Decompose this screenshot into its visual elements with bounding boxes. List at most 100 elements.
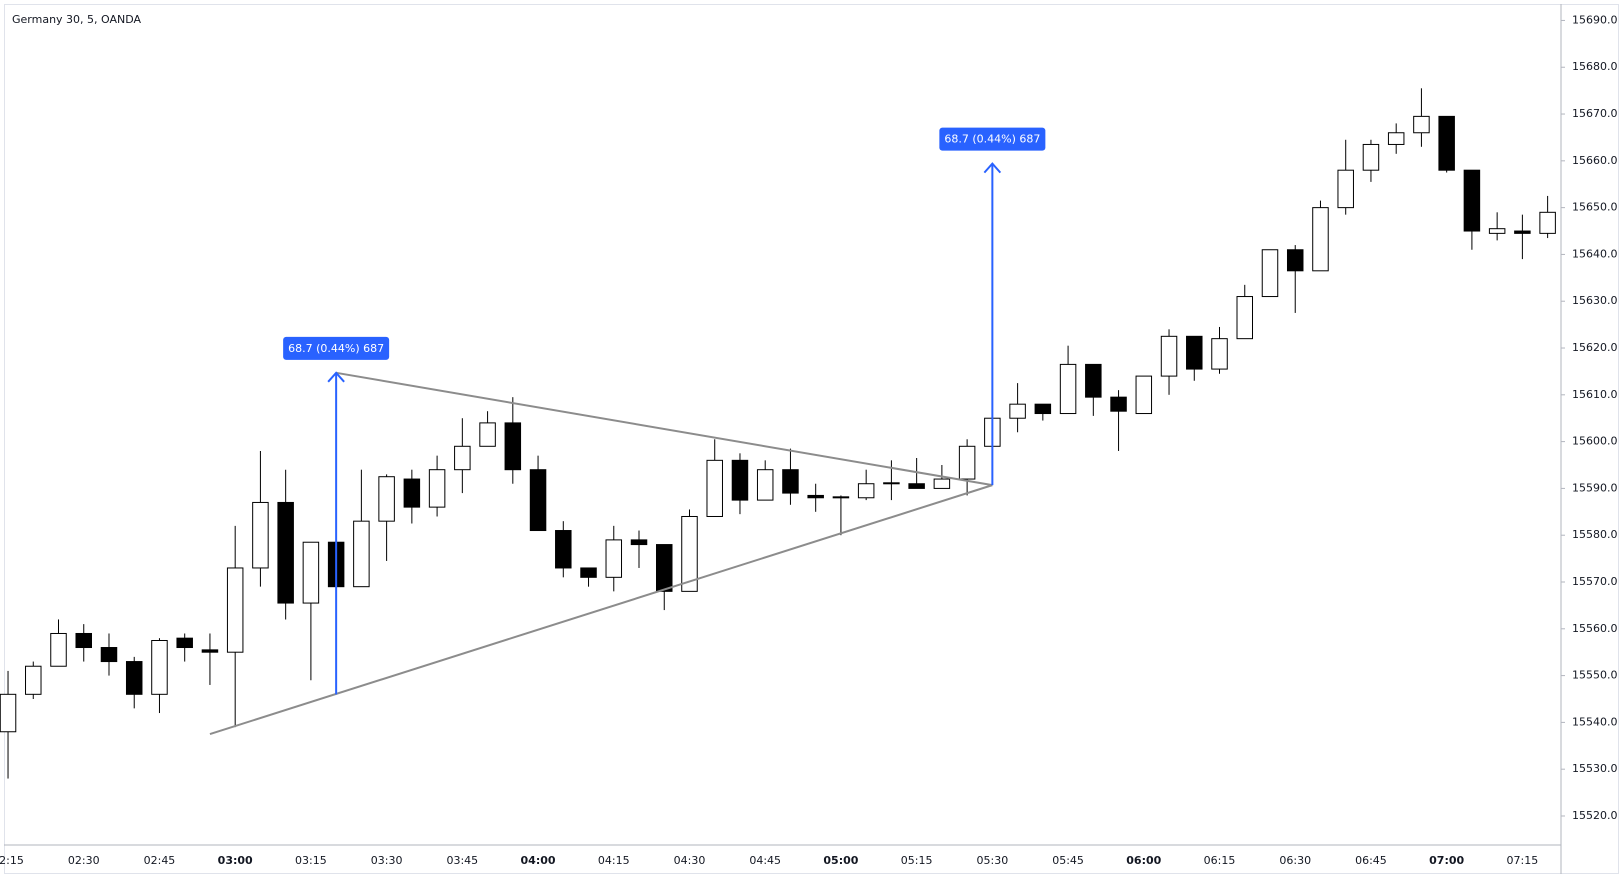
candle-body: [353, 520, 370, 588]
frame: [4, 4, 1619, 874]
y-tick-label: 15530.0: [1572, 762, 1618, 775]
y-tick-label: 15630.0: [1572, 294, 1618, 307]
candle-body: [403, 478, 421, 508]
candle-body: [277, 501, 294, 604]
candle-body: [25, 665, 42, 695]
candle-body: [504, 422, 522, 471]
trendline: [335, 371, 993, 487]
candle-body: [428, 469, 446, 508]
x-tick-label: 03:15: [295, 854, 327, 867]
x-tick-label: 06:45: [1355, 854, 1387, 867]
candle-body: [0, 693, 17, 733]
candle-body: [302, 541, 320, 604]
measure-label: 68.7 (0.44%) 687: [944, 133, 1040, 146]
candle-body: [1186, 335, 1203, 370]
candle-body: [1059, 363, 1077, 415]
y-tick-label: 15640.0: [1572, 247, 1618, 260]
x-tick-label: 04:00: [521, 854, 556, 867]
candle-body: [1034, 403, 1052, 415]
x-tick-label: 05:15: [901, 854, 933, 867]
x-tick-label: 04:45: [749, 854, 781, 867]
candle-body: [1413, 115, 1430, 134]
candle-body: [958, 445, 976, 480]
candle-body: [1286, 249, 1304, 272]
y-tick-label: 15560.0: [1572, 622, 1618, 635]
candle-body: [176, 637, 193, 649]
y-tick-label: 15550.0: [1572, 669, 1618, 682]
x-tick-label: 02:30: [68, 854, 100, 867]
y-tick-label: 15610.0: [1572, 388, 1618, 401]
x-tick-label: 06:30: [1279, 854, 1311, 867]
candle-body: [1463, 169, 1481, 232]
x-tick-label: 07:00: [1429, 854, 1464, 867]
measure-label-box: [283, 336, 390, 360]
candle-body: [1514, 230, 1531, 234]
candle-body: [529, 469, 547, 532]
candle-body: [75, 632, 92, 649]
candle-body: [933, 478, 951, 489]
trendline: [209, 484, 993, 736]
candle-body: [1261, 249, 1279, 298]
y-tick-label: 15600.0: [1572, 435, 1618, 448]
y-tick-label: 15580.0: [1572, 528, 1618, 541]
candle-body: [1135, 375, 1153, 415]
candle-body: [1211, 338, 1228, 370]
x-tick-label: 05:45: [1052, 854, 1084, 867]
candle-body: [731, 459, 749, 501]
candle-body: [378, 476, 395, 522]
candle-body: [1085, 363, 1102, 398]
candle-body: [1488, 228, 1506, 234]
candle-body: [782, 469, 799, 494]
candle-body: [100, 647, 118, 663]
candle-body: [1110, 396, 1127, 412]
arrow-head: [327, 371, 345, 383]
measure-label-box: [939, 127, 1046, 151]
candle-body: [125, 661, 143, 695]
candle-body: [201, 649, 219, 653]
candle-body: [252, 501, 269, 569]
y-tick-label: 15680.0: [1572, 60, 1618, 73]
x-tick-label: 04:15: [598, 854, 630, 867]
candle-body: [655, 544, 673, 592]
candle-body: [1009, 403, 1026, 419]
candle-body: [50, 632, 67, 667]
y-tick-label: 15660.0: [1572, 154, 1618, 167]
measure-label: 68.7 (0.44%) 687: [288, 342, 384, 355]
candle-body: [1312, 207, 1329, 272]
candle-body: [226, 567, 244, 653]
candle-body: [706, 459, 723, 517]
candle-body: [908, 483, 925, 489]
x-tick-label: 02:15: [0, 854, 24, 867]
y-tick-label: 15520.0: [1572, 809, 1618, 822]
y-tick-label: 15670.0: [1572, 107, 1618, 120]
candle-body: [857, 483, 875, 499]
x-tick-label: 02:45: [144, 854, 176, 867]
arrow-head: [983, 162, 1002, 174]
candle-body: [555, 530, 572, 569]
candle-body: [681, 515, 698, 592]
candle-body: [756, 469, 774, 501]
x-tick-label: 03:00: [218, 854, 253, 867]
y-tick-label: 15570.0: [1572, 575, 1618, 588]
candle-body: [454, 445, 471, 471]
candle-body: [883, 482, 900, 485]
y-tick-label: 15620.0: [1572, 341, 1618, 354]
y-tick-label: 15590.0: [1572, 481, 1618, 494]
candle-body: [1337, 169, 1354, 209]
candle-body: [832, 496, 850, 499]
y-tick-label: 15650.0: [1572, 201, 1618, 214]
x-tick-label: 07:15: [1507, 854, 1539, 867]
y-tick-label: 15690.0: [1572, 13, 1618, 26]
candle-body: [807, 494, 824, 499]
candle-body: [605, 539, 623, 578]
y-tick-label: 15540.0: [1572, 715, 1618, 728]
candle-body: [1387, 132, 1405, 145]
candle-body: [1160, 335, 1178, 377]
candle-body: [1236, 296, 1254, 340]
candle-body: [1539, 211, 1556, 234]
x-tick-label: 05:30: [977, 854, 1009, 867]
candle-body: [1438, 115, 1455, 171]
x-tick-label: 05:00: [823, 854, 858, 867]
